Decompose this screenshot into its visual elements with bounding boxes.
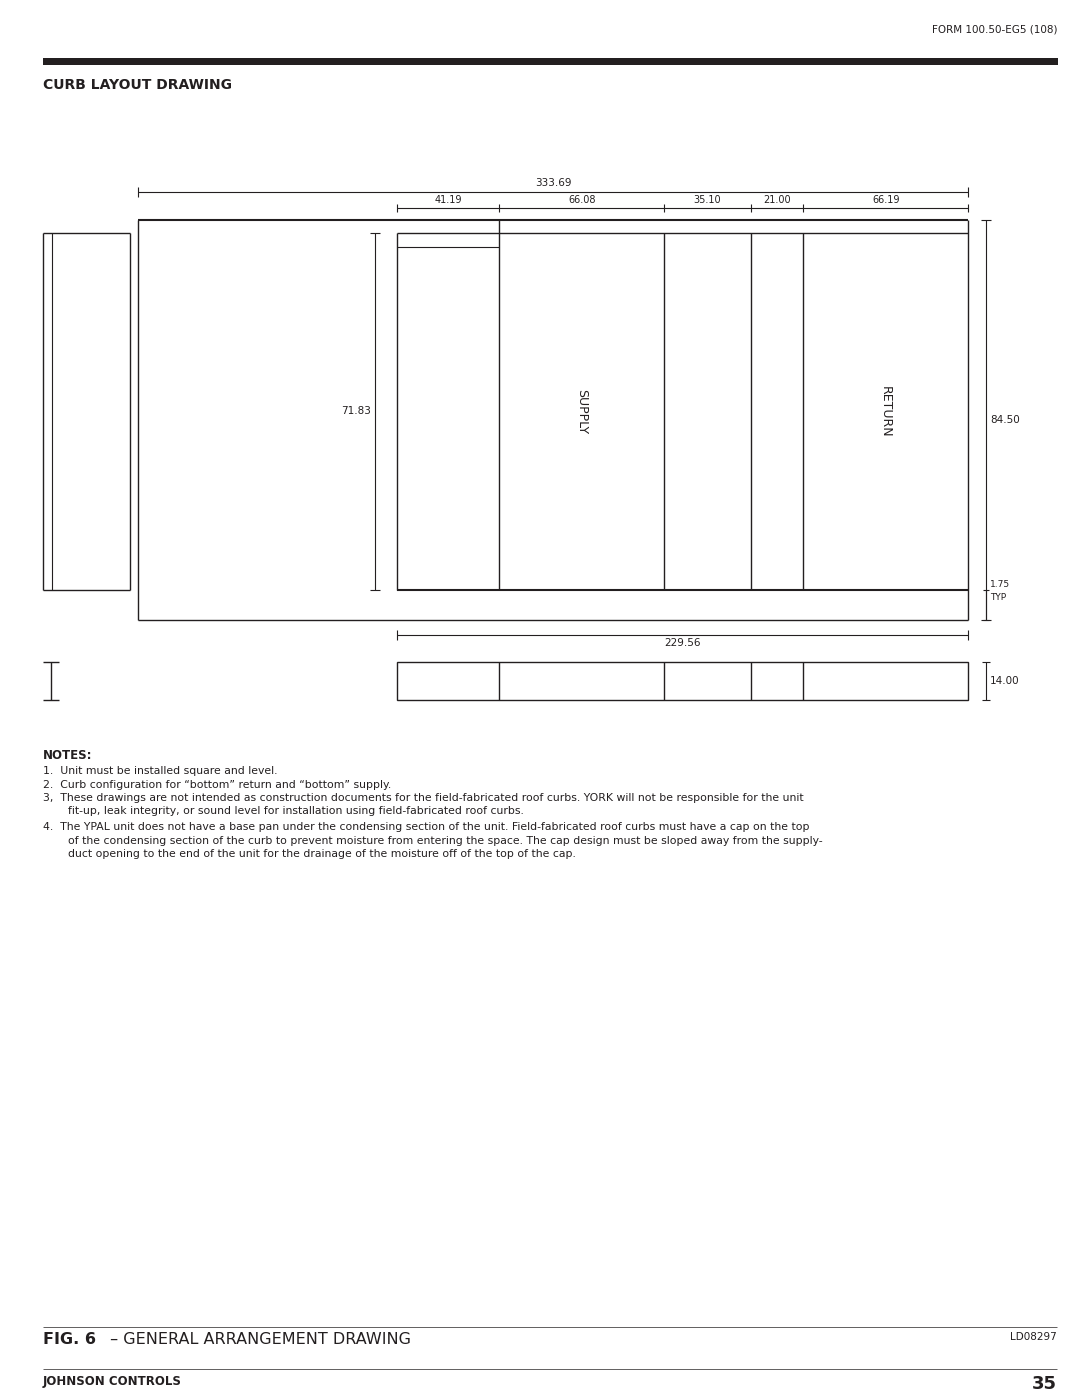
- Text: 333.69: 333.69: [535, 177, 571, 189]
- Text: 71.83: 71.83: [341, 407, 372, 416]
- Text: FIG. 6: FIG. 6: [43, 1331, 96, 1347]
- Text: NOTES:: NOTES:: [43, 749, 93, 761]
- Text: 4.  The YPAL unit does not have a base pan under the condensing section of the u: 4. The YPAL unit does not have a base pa…: [43, 821, 810, 833]
- Text: FORM 100.50-EG5 (108): FORM 100.50-EG5 (108): [931, 25, 1057, 35]
- Text: 229.56: 229.56: [664, 638, 701, 648]
- Text: – GENERAL ARRANGEMENT DRAWING: – GENERAL ARRANGEMENT DRAWING: [105, 1331, 411, 1347]
- Text: 66.19: 66.19: [872, 196, 900, 205]
- Text: of the condensing section of the curb to prevent moisture from entering the spac: of the condensing section of the curb to…: [68, 835, 823, 845]
- Text: RETURN: RETURN: [879, 386, 892, 437]
- Text: 14.00: 14.00: [990, 676, 1020, 686]
- Text: 84.50: 84.50: [990, 415, 1020, 425]
- Text: 1.  Unit must be installed square and level.: 1. Unit must be installed square and lev…: [43, 766, 278, 775]
- Text: 35: 35: [1032, 1375, 1057, 1393]
- Text: 2.  Curb configuration for “bottom” return and “bottom” supply.: 2. Curb configuration for “bottom” retur…: [43, 780, 391, 789]
- Text: 35.10: 35.10: [693, 196, 721, 205]
- Text: 21.00: 21.00: [764, 196, 791, 205]
- Text: 66.08: 66.08: [568, 196, 595, 205]
- Bar: [397, 662, 968, 700]
- Text: fit-up, leak integrity, or sound level for installation using field-fabricated r: fit-up, leak integrity, or sound level f…: [68, 806, 524, 816]
- Text: SUPPLY: SUPPLY: [576, 388, 589, 434]
- Text: CURB LAYOUT DRAWING: CURB LAYOUT DRAWING: [43, 78, 232, 92]
- Text: 1.75: 1.75: [990, 580, 1010, 590]
- Text: duct opening to the end of the unit for the drainage of the moisture off of the : duct opening to the end of the unit for …: [68, 849, 576, 859]
- Text: LD08297: LD08297: [1010, 1331, 1057, 1343]
- Text: JOHNSON CONTROLS: JOHNSON CONTROLS: [43, 1375, 181, 1389]
- Text: 3,  These drawings are not intended as construction documents for the field-fabr: 3, These drawings are not intended as co…: [43, 793, 804, 803]
- Bar: [43, 59, 1058, 66]
- Text: TYP: TYP: [990, 592, 1007, 602]
- Text: 41.19: 41.19: [434, 196, 462, 205]
